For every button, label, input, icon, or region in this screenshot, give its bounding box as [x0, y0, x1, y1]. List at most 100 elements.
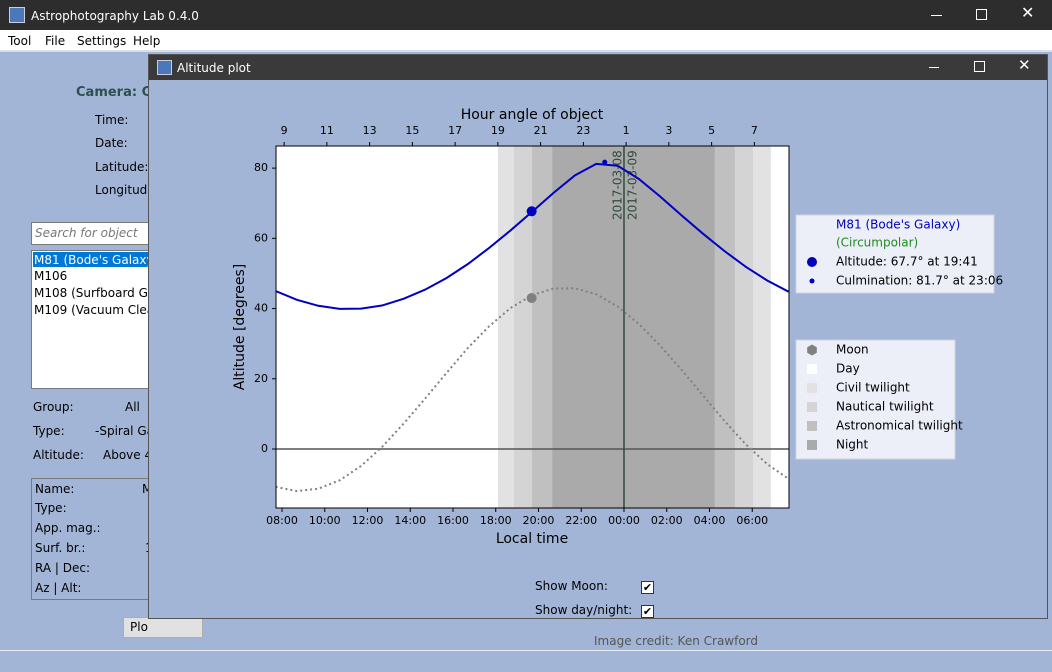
x-tick-label: 02:00 [651, 514, 683, 527]
minimize-button[interactable] [929, 67, 939, 68]
filter-value[interactable]: -Spiral Ga [95, 424, 154, 438]
close-button[interactable]: ✕ [1018, 56, 1031, 74]
menu-item[interactable]: Help [133, 34, 161, 48]
menu-item[interactable]: Settings [77, 34, 127, 48]
legend-marker [807, 257, 817, 267]
legend-entry: Astronomical twilight [836, 419, 963, 433]
y-tick-label: 20 [254, 372, 268, 385]
legend-swatch [807, 364, 817, 374]
selection [33, 252, 151, 267]
x2-tick-label: 1 [623, 124, 630, 137]
x2-tick-label: 21 [534, 124, 548, 137]
plot-frame [275, 145, 790, 509]
x-tick-label: 14:00 [394, 514, 426, 527]
shading-band [734, 146, 753, 508]
menu-item[interactable]: File [45, 34, 66, 48]
x-tick-label: 22:00 [565, 514, 597, 527]
info-label: Name: [35, 482, 75, 496]
x-tick-label: 10:00 [309, 514, 341, 527]
x-tick-label: 08:00 [266, 514, 298, 527]
plot-area: 2017-03-08 2017-03-09 [276, 146, 789, 508]
info-label: RA | Dec: [35, 561, 90, 575]
y-tick-label: 60 [254, 231, 268, 244]
info-label: Az | Alt: [35, 581, 82, 595]
dialog-title: Altitude plot [177, 61, 251, 75]
filter-label: Type: [33, 424, 65, 438]
menu-bar [0, 30, 1052, 50]
legend-marker [807, 344, 817, 356]
x2-tick-label: 11 [320, 124, 334, 137]
x2-tick-label: 9 [281, 124, 288, 137]
altitude-chart: Local time Hour angle of object Altitude… [232, 107, 1003, 547]
list-item[interactable]: M81 (Bode's Galaxy) [34, 253, 159, 267]
object-list[interactable] [31, 250, 153, 389]
field-label: Longitude [95, 183, 155, 197]
date-label: 2017-03-09 [625, 150, 639, 220]
button-label[interactable]: Plo [130, 620, 148, 634]
legend-entry: Civil twilight [836, 381, 910, 395]
filter-label: Altitude: [33, 448, 84, 462]
info-label: App. mag.: [35, 521, 101, 535]
minimize-button[interactable] [931, 15, 942, 16]
filter-value[interactable]: Above 4 [103, 448, 153, 462]
option-label: Show Moon: [535, 579, 608, 593]
legend-swatch [807, 383, 817, 393]
list-item[interactable]: M109 (Vacuum Clea [34, 303, 155, 317]
x2-tick-label: 17 [448, 124, 462, 137]
close-button[interactable]: ✕ [1021, 3, 1035, 22]
shading-band [498, 146, 515, 508]
search-placeholder: Search for object [35, 226, 138, 240]
checkbox[interactable]: ✔ [641, 605, 654, 618]
legend-box [795, 339, 956, 460]
x-tick-label: 04:00 [694, 514, 726, 527]
marker [526, 293, 537, 304]
legend-marker [809, 278, 815, 284]
marker [526, 206, 537, 217]
legend-entry: M81 (Bode's Galaxy) [836, 218, 960, 232]
x-tick-label: 16:00 [437, 514, 469, 527]
x-tick-label: 18:00 [480, 514, 512, 527]
x2-tick-label: 23 [576, 124, 590, 137]
x2-tick-label: 7 [751, 124, 758, 137]
separator [0, 50, 1052, 52]
checkbox[interactable]: ✔ [641, 581, 654, 594]
marker [602, 159, 608, 165]
app-icon [9, 7, 25, 23]
list-item[interactable]: M108 (Surfboard Ga [34, 286, 156, 300]
info-label: Type: [35, 501, 67, 515]
legend-entry: Nautical twilight [836, 400, 934, 414]
shading-band [714, 146, 735, 508]
window-title: Astrophotography Lab 0.4.0 [31, 9, 199, 23]
filter-value[interactable]: All [125, 400, 140, 414]
x2-tick-label: 13 [363, 124, 377, 137]
filter-label: Group: [33, 400, 74, 414]
legend-entry: Culmination: 81.7° at 23:06 [836, 274, 1003, 288]
x2-tick-label: 19 [491, 124, 505, 137]
maximize-button[interactable] [974, 61, 985, 72]
x-tick-label: 20:00 [523, 514, 555, 527]
shading-band [276, 146, 499, 508]
camera-label: Camera: Ca [76, 85, 160, 100]
shading-band [532, 146, 553, 508]
legend-swatch [807, 440, 817, 450]
shading-band [552, 146, 715, 508]
legend-entry: Night [836, 438, 869, 452]
list-item[interactable]: M106 [34, 269, 68, 283]
field-label: Latitude: [95, 160, 149, 174]
image-credit: Image credit: Ken Crawford [594, 634, 759, 648]
menu-item[interactable]: Tool [8, 34, 32, 48]
legend-swatch [807, 402, 817, 412]
x-tick-label: 12:00 [352, 514, 384, 527]
shading-band [770, 146, 789, 508]
shading-band [752, 146, 771, 508]
x2-tick-label: 15 [405, 124, 419, 137]
legend-entry: Moon [836, 343, 869, 357]
legend-entry: Day [836, 362, 860, 376]
maximize-button[interactable] [976, 9, 987, 20]
legend-swatch [807, 421, 817, 431]
y-tick-label: 0 [261, 442, 268, 455]
x2-axis-label: Hour angle of object [461, 107, 604, 123]
status-label: (Circumpolar) [836, 236, 918, 250]
y-tick-label: 40 [254, 302, 268, 315]
